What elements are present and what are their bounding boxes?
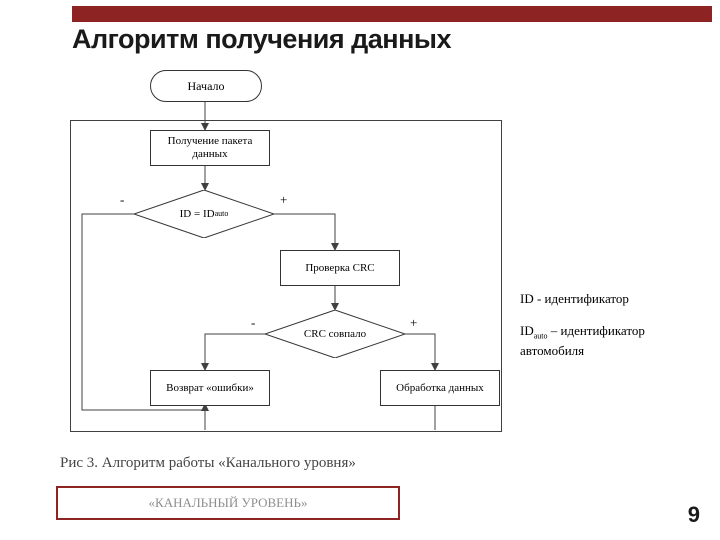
branch-plus-crc: + — [410, 315, 417, 331]
legend: ID - идентификатор IDauto – идентификато… — [520, 290, 710, 374]
decision-crc-match: CRC совпало — [265, 310, 405, 358]
footer-box: «КАНАЛЬНЫЙ УРОВЕНЬ» — [56, 486, 400, 520]
page-title: Алгоритм получения данных — [72, 24, 451, 55]
legend-line-2: IDauto – идентификатор автомобиля — [520, 322, 710, 360]
branch-minus-crc: - — [251, 315, 255, 331]
node-check-crc: Проверка CRC — [280, 250, 400, 286]
branch-minus-id: - — [120, 192, 124, 208]
node-start: Начало — [150, 70, 262, 102]
figure-caption: Рис 3. Алгоритм работы «Канального уровн… — [60, 455, 356, 472]
branch-plus-id: + — [280, 192, 287, 208]
node-get-packet: Получение пакета данных — [150, 130, 270, 166]
node-process-data: Обработка данных — [380, 370, 500, 406]
node-return-error: Возврат «ошибки» — [150, 370, 270, 406]
header-accent-bar — [72, 6, 712, 22]
legend-line-1: ID - идентификатор — [520, 290, 710, 308]
footer-label: «КАНАЛЬНЫЙ УРОВЕНЬ» — [149, 495, 308, 511]
page-number: 9 — [688, 502, 700, 528]
decision-id-check: ID = IDauto — [134, 190, 274, 238]
flowchart: Начало Получение пакета данных Проверка … — [70, 70, 530, 450]
